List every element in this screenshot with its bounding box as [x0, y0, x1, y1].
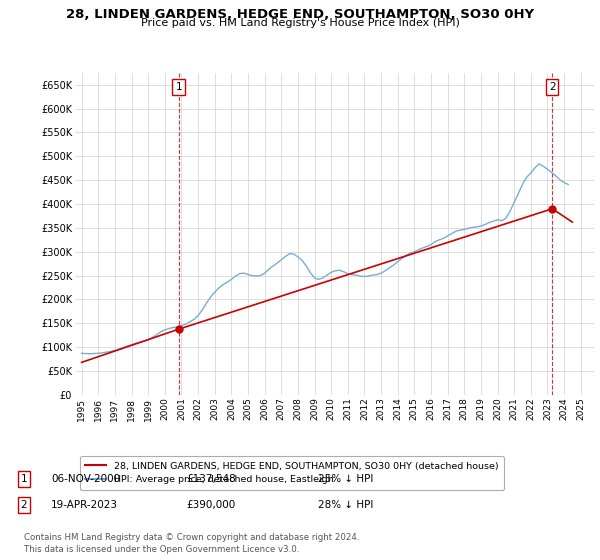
Legend: 28, LINDEN GARDENS, HEDGE END, SOUTHAMPTON, SO30 0HY (detached house), HPI: Aver: 28, LINDEN GARDENS, HEDGE END, SOUTHAMPT… [80, 456, 504, 490]
Text: 1: 1 [175, 82, 182, 92]
Text: 2: 2 [20, 500, 28, 510]
Text: 1: 1 [20, 474, 28, 484]
Text: Contains HM Land Registry data © Crown copyright and database right 2024.
This d: Contains HM Land Registry data © Crown c… [24, 533, 359, 554]
Text: 28, LINDEN GARDENS, HEDGE END, SOUTHAMPTON, SO30 0HY: 28, LINDEN GARDENS, HEDGE END, SOUTHAMPT… [66, 8, 534, 21]
Text: 19-APR-2023: 19-APR-2023 [51, 500, 118, 510]
Text: £390,000: £390,000 [186, 500, 235, 510]
Text: 28% ↓ HPI: 28% ↓ HPI [318, 500, 373, 510]
Text: 25% ↓ HPI: 25% ↓ HPI [318, 474, 373, 484]
Text: £137,548: £137,548 [186, 474, 236, 484]
Text: 2: 2 [549, 82, 556, 92]
Text: Price paid vs. HM Land Registry's House Price Index (HPI): Price paid vs. HM Land Registry's House … [140, 18, 460, 28]
Text: 06-NOV-2000: 06-NOV-2000 [51, 474, 120, 484]
